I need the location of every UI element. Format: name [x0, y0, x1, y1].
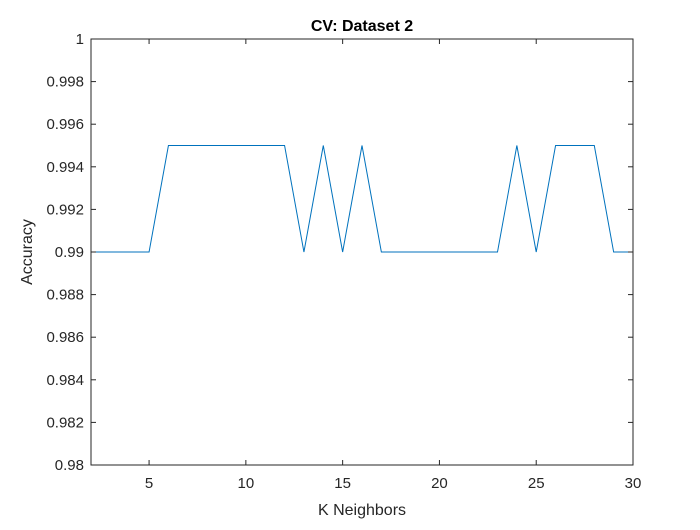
- y-tick-label: 0.986: [46, 329, 84, 346]
- x-tick-label: 15: [334, 475, 351, 492]
- series-layer: [91, 145, 633, 253]
- y-tick-label: 0.994: [46, 159, 84, 176]
- x-axis-label: K Neighbors: [318, 502, 406, 519]
- y-axis-label: Accuracy: [19, 219, 36, 285]
- y-tick-label: 0.99: [55, 244, 84, 261]
- x-tick-label: 10: [238, 475, 255, 492]
- chart-title: CV: Dataset 2: [311, 18, 413, 35]
- y-tick-label: 0.988: [46, 287, 84, 304]
- y-tick-label: 0.992: [46, 201, 84, 218]
- plot-area: [91, 39, 633, 465]
- x-axis-ticks: 5 10 15 20 25 30: [145, 39, 641, 492]
- y-tick-label: 0.982: [46, 414, 84, 431]
- y-tick-label: 1: [76, 31, 84, 48]
- x-tick-label: 20: [431, 475, 448, 492]
- y-tick-label: 0.98: [55, 457, 84, 474]
- x-tick-label: 25: [528, 475, 545, 492]
- accuracy-line: [91, 145, 633, 253]
- y-axis-ticks: 0.98 0.982 0.984 0.986 0.988 0.99 0.992 0.994 0.…: [46, 31, 633, 474]
- x-tick-label: 30: [625, 475, 642, 492]
- y-tick-label: 0.998: [46, 74, 84, 91]
- x-tick-label: 5: [145, 475, 153, 492]
- y-tick-label: 0.996: [46, 116, 84, 133]
- y-tick-label: 0.984: [46, 372, 84, 389]
